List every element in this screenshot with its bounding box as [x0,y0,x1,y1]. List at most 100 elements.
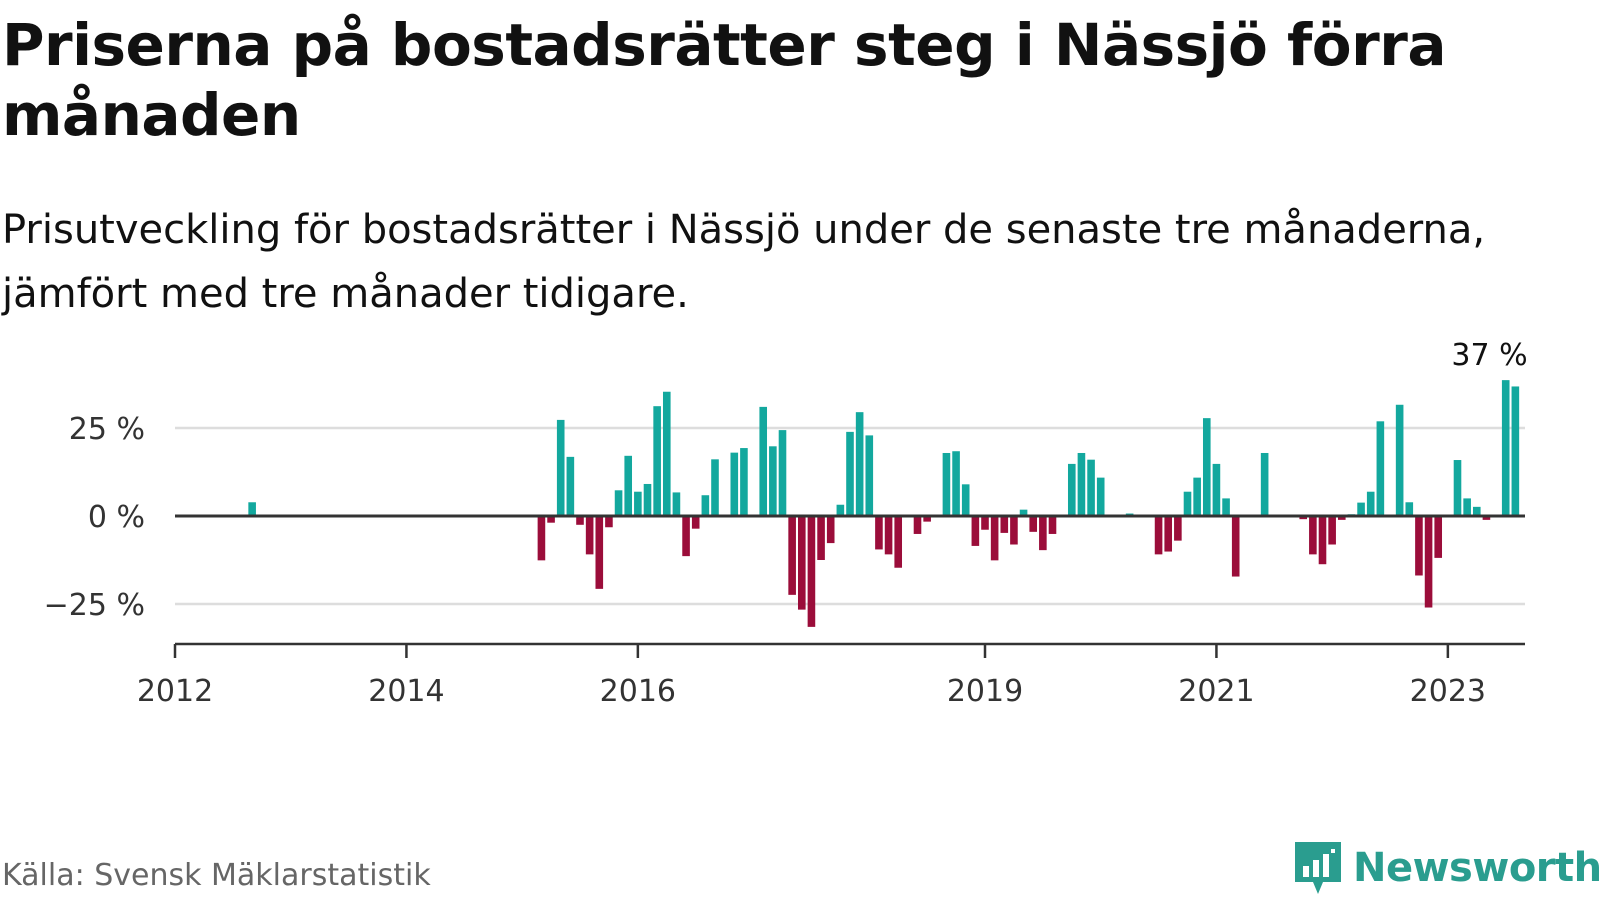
bar-positive [855,412,864,516]
bar-positive [566,456,575,516]
bar-negative [691,516,700,529]
bar-positive [614,490,623,516]
bar-positive [730,452,739,516]
bar-negative [913,516,922,534]
bar-positive [653,406,661,516]
bar-positive [1096,477,1105,516]
bar-negative [605,516,613,528]
bar-negative [884,516,893,555]
bar-negative [1415,516,1423,576]
bar-positive [1087,459,1095,516]
bar-positive [672,492,681,516]
x-tick-label: 2021 [1178,674,1254,709]
bar-negative [1154,516,1163,555]
bar-negative [1434,516,1443,558]
bar-positive [1067,463,1076,516]
bar-positive [1193,477,1201,516]
bar-negative [1029,516,1038,532]
bar-negative [817,516,825,560]
bar-positive [1405,502,1414,516]
bar-positive [1212,463,1221,516]
grid-lines [175,426,1525,606]
bar-positive [248,502,256,516]
bar-positive [1202,418,1211,516]
bar-positive [1222,498,1230,516]
bar-positive [1019,509,1028,516]
bar-positive [701,495,710,516]
bar-negative [894,516,903,568]
bar-positive [1376,421,1385,516]
bar-positive [662,391,671,516]
bar-negative [1010,516,1018,545]
bar-negative [1299,516,1308,520]
bar-negative [990,516,999,561]
bar-negative [971,516,980,546]
bar-negative [547,516,555,523]
x-tick-label: 2019 [947,674,1023,709]
bar-negative [537,516,546,561]
bar-negative [1039,516,1047,551]
bar-positive [1077,452,1086,516]
bar-negative [585,516,594,555]
bar-positive [942,452,951,516]
bar-negative [807,516,816,627]
bar-positive [865,435,874,516]
source-note: Källa: Svensk Mäklarstatistik [2,858,431,893]
bar-negative [1318,516,1327,565]
bar-negative [1328,516,1336,545]
bar-positive [1501,380,1510,516]
bar-negative [797,516,806,610]
bar-positive [643,483,652,516]
bar-negative [595,516,604,589]
bar-negative [875,516,883,550]
chart-title: Priserna på bostadsrätter steg i Nässjö … [2,11,1446,149]
x-tick-label: 2014 [368,674,444,709]
bar-chart: 25 % 0 % −25 % 2012 2014 2016 2019 2021 2023 37 % [44,338,1528,709]
y-tick-label: −25 % [44,588,145,623]
bar-positive [711,459,719,516]
bar-negative [981,516,989,530]
chart-subtitle: Prisutveckling för bostadsrätter i Nässj… [2,207,1486,317]
bar-negative [1000,516,1009,533]
bar-positive [1357,502,1365,516]
bar-negative [1337,516,1346,520]
bar-negative [1174,516,1182,541]
bar-positive [778,430,787,516]
bar-positive [759,406,768,516]
bar-positive [1463,498,1471,516]
bar-negative [1164,516,1173,552]
x-tick-label: 2012 [137,674,213,709]
newsworthy-logo: Newsworthy [1293,840,1600,896]
bar-positive [624,455,633,516]
bar-positive [556,419,565,516]
bar-negative [923,516,931,522]
bar-positive [1395,404,1404,516]
x-tick-label: 2023 [1410,674,1486,709]
bar-negative [1424,516,1433,608]
bar-positive [740,448,748,516]
bar-negative [826,516,835,544]
bar-positive [1453,460,1462,516]
bar-negative [788,516,796,595]
x-axis [173,514,1525,658]
axis-labels: 25 % 0 % −25 % 2012 2014 2016 2019 2021 2023 37 % [44,338,1528,709]
bar-positive [634,491,642,516]
bar-negative [1231,516,1240,577]
bar-negative [1309,516,1317,555]
bar-negative [682,516,690,557]
bar-positive [1511,386,1520,516]
bar-positive [952,451,960,516]
bar-positive [1366,491,1375,516]
y-tick-label: 25 % [69,412,145,447]
bar-series [248,380,1520,627]
x-tick-label: 2016 [600,674,676,709]
bar-negative [1048,516,1057,534]
brand-name: Newsworthy [1353,845,1600,891]
bar-positive [961,484,970,516]
bar-negative [576,516,584,525]
bar-positive [846,431,854,516]
bar-positive [1260,452,1269,516]
bar-positive [1472,506,1481,516]
y-tick-label: 0 % [88,500,145,535]
bar-positive [836,504,845,516]
